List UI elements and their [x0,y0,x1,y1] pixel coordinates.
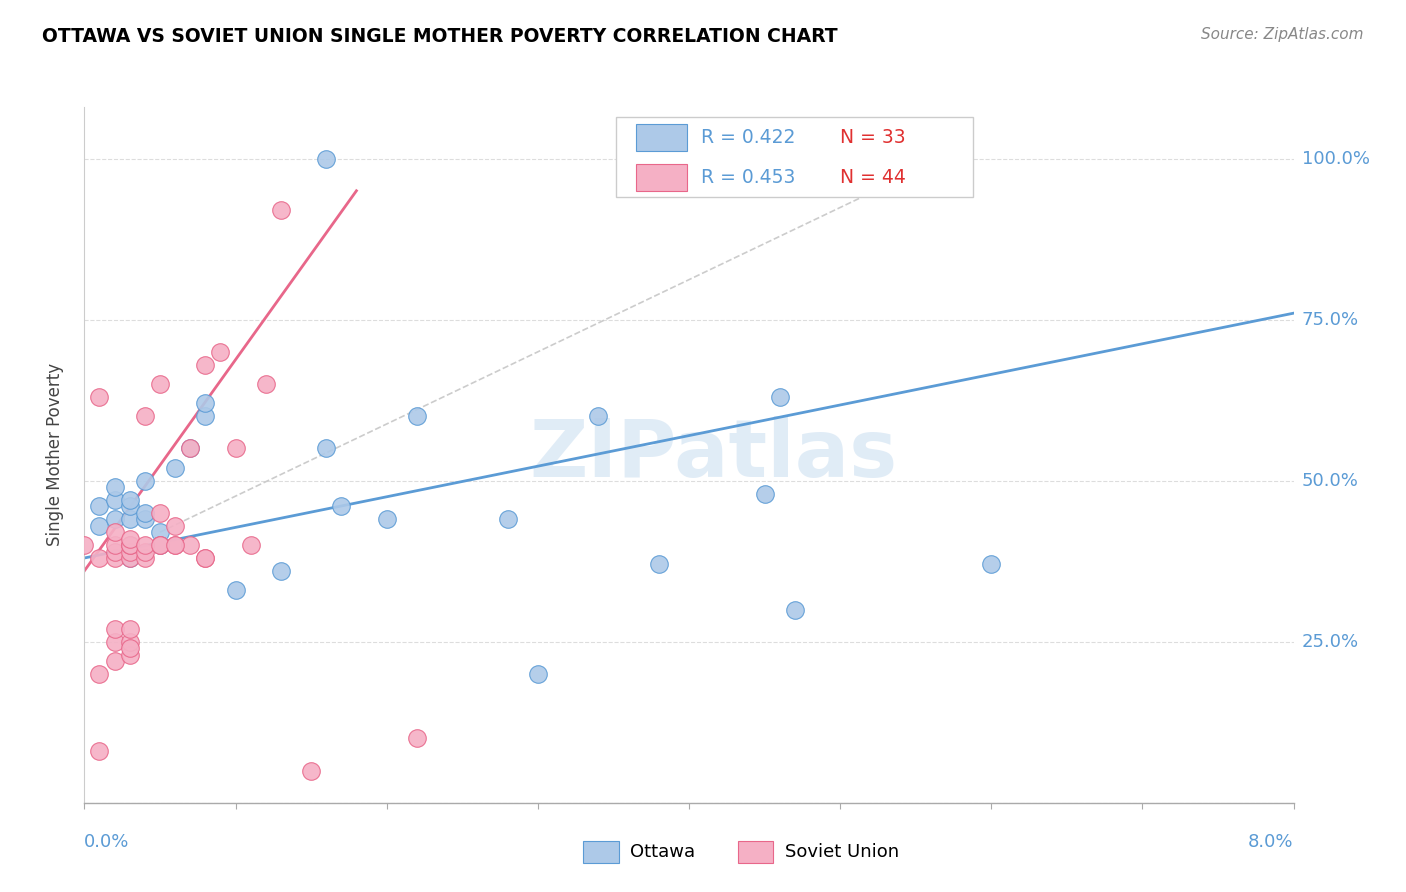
Text: Ottawa: Ottawa [630,843,695,862]
Point [149,506,172,520]
Text: 25.0%: 25.0% [1302,632,1360,651]
FancyBboxPatch shape [636,164,686,191]
Text: N = 44: N = 44 [841,168,905,187]
Text: R = 0.453: R = 0.453 [702,168,796,187]
Point [118,538,141,552]
Point [165,538,187,552]
Point [89,744,111,758]
Point [134,544,156,558]
Point [118,500,141,514]
Point [330,500,353,514]
Point [118,493,141,508]
Point [118,622,141,636]
Point [118,512,141,526]
Text: N = 33: N = 33 [841,128,905,147]
Point [149,377,172,392]
Point [754,486,776,500]
Point [270,564,292,578]
Point [134,474,156,488]
Point [209,344,232,359]
Point [149,538,172,552]
Point [179,442,201,456]
Point [406,731,429,746]
Point [118,634,141,648]
Point [89,500,111,514]
Point [134,409,156,424]
Point [104,538,127,552]
Point [254,377,277,392]
Point [89,667,111,681]
Point [118,551,141,566]
Point [299,764,322,778]
Text: 0.0%: 0.0% [84,833,129,851]
Point [134,551,156,566]
Point [179,442,201,456]
Point [118,544,141,558]
Point [194,396,217,410]
Point [104,512,127,526]
Point [783,602,806,616]
Text: ZIPatlas: ZIPatlas [529,416,897,494]
Point [315,442,337,456]
Point [165,518,187,533]
Point [118,551,141,566]
Point [73,538,96,552]
Text: R = 0.422: R = 0.422 [702,128,796,147]
Point [225,442,247,456]
Point [270,203,292,218]
Point [194,358,217,372]
Text: OTTAWA VS SOVIET UNION SINGLE MOTHER POVERTY CORRELATION CHART: OTTAWA VS SOVIET UNION SINGLE MOTHER POV… [42,27,838,45]
Point [104,622,127,636]
Point [179,538,201,552]
Y-axis label: Single Mother Poverty: Single Mother Poverty [45,363,63,547]
Point [104,654,127,668]
Point [134,512,156,526]
Point [149,525,172,540]
Point [527,667,550,681]
Point [149,538,172,552]
Point [194,551,217,566]
Point [165,460,187,475]
Point [118,641,141,656]
Point [980,558,1002,572]
Point [118,532,141,546]
Point [149,538,172,552]
Point [89,390,111,404]
Point [118,538,141,552]
Point [89,551,111,566]
Point [239,538,262,552]
Point [496,512,519,526]
Text: 50.0%: 50.0% [1302,472,1358,490]
Point [104,551,127,566]
FancyBboxPatch shape [616,118,973,197]
Point [194,409,217,424]
FancyBboxPatch shape [636,124,686,151]
Point [406,409,429,424]
Text: 8.0%: 8.0% [1249,833,1294,851]
Point [104,634,127,648]
Point [769,390,792,404]
Text: 75.0%: 75.0% [1302,310,1360,328]
Point [104,493,127,508]
Point [134,538,156,552]
Point [225,583,247,598]
Point [315,152,337,166]
Point [118,648,141,662]
Point [194,551,217,566]
Text: 100.0%: 100.0% [1302,150,1369,168]
Point [104,525,127,540]
Point [134,506,156,520]
Text: Source: ZipAtlas.com: Source: ZipAtlas.com [1201,27,1364,42]
Text: Soviet Union: Soviet Union [785,843,898,862]
Point [104,480,127,494]
Point [104,544,127,558]
Point [588,409,610,424]
Point [375,512,398,526]
Point [165,538,187,552]
Point [647,558,671,572]
Point [89,518,111,533]
